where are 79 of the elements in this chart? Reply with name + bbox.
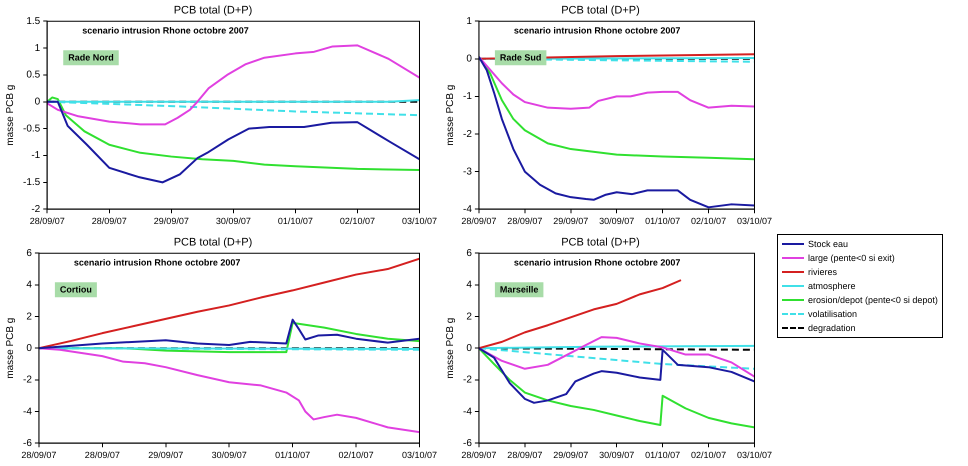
chart-title: PCB total (D+P) bbox=[174, 236, 252, 249]
x-tick-label: 03/10/07 bbox=[402, 216, 438, 226]
y-axis-title: masse PCB g bbox=[4, 84, 16, 146]
x-tick-label: 29/09/07 bbox=[154, 216, 189, 226]
y-tick-label: 0 bbox=[34, 96, 41, 108]
x-tick-label: 28/09/07 bbox=[21, 450, 56, 460]
legend-label: rivieres bbox=[808, 267, 838, 277]
x-tick-label: 28/09/07 bbox=[507, 450, 542, 460]
y-tick-label: -6 bbox=[462, 438, 472, 449]
y-tick-label: 1 bbox=[466, 16, 472, 27]
x-tick-label: 02/10/07 bbox=[691, 216, 726, 226]
y-tick-label: 6 bbox=[26, 248, 32, 259]
x-tick-label: 28/09/07 bbox=[84, 450, 120, 460]
x-tick-label: 02/10/07 bbox=[691, 450, 726, 460]
y-tick-label: -2 bbox=[22, 374, 32, 386]
y-axis-title: masse PCB g bbox=[444, 84, 456, 146]
y-tick-label: -1 bbox=[462, 91, 472, 102]
x-tick-label: 28/09/07 bbox=[507, 216, 542, 226]
y-tick-label: 1.5 bbox=[26, 16, 41, 27]
x-tick-label: 29/09/07 bbox=[553, 216, 588, 226]
x-tick-label: 30/09/07 bbox=[212, 450, 247, 460]
legend-label: volatilisation bbox=[808, 309, 858, 319]
legend-label: erosion/depot (pente<0 si depot) bbox=[808, 295, 938, 305]
y-tick-label: -4 bbox=[462, 406, 472, 418]
chart-title: PCB total (D+P) bbox=[174, 4, 252, 17]
y-tick-label: 4 bbox=[26, 280, 32, 291]
x-tick-label: 30/09/07 bbox=[599, 450, 634, 460]
y-tick-label: 6 bbox=[466, 248, 472, 259]
y-axis-title: masse PCB g bbox=[444, 318, 456, 379]
x-tick-label: 30/09/07 bbox=[599, 216, 634, 226]
legend-label: degradation bbox=[808, 323, 856, 333]
chart-title: PCB total (D+P) bbox=[561, 4, 640, 17]
chart-title: PCB total (D+P) bbox=[561, 236, 640, 249]
x-tick-label: 02/10/07 bbox=[340, 216, 375, 226]
legend-label: large (pente<0 si exit) bbox=[808, 253, 895, 263]
y-tick-label: 2 bbox=[26, 311, 32, 322]
y-tick-label: 0 bbox=[26, 342, 32, 354]
x-tick-label: 29/09/07 bbox=[148, 450, 184, 460]
y-tick-label: -4 bbox=[462, 204, 472, 215]
x-tick-label: 29/09/07 bbox=[553, 450, 588, 460]
annotation: scenario intrusion Rhone octobre 2007 bbox=[74, 258, 240, 268]
legend-label: Stock eau bbox=[808, 239, 848, 249]
legend-label: atmosphere bbox=[808, 281, 856, 291]
x-tick-label: 30/09/07 bbox=[216, 216, 251, 226]
y-tick-label: -3 bbox=[462, 166, 472, 178]
y-tick-label: 4 bbox=[466, 280, 472, 291]
y-axis-title: masse PCB g bbox=[4, 318, 16, 379]
y-tick-label: 0 bbox=[466, 54, 472, 65]
x-tick-label: 28/09/07 bbox=[461, 450, 496, 460]
annotation: Cortiou bbox=[60, 284, 92, 295]
annotation: Rade Sud bbox=[500, 52, 542, 63]
annotation: Marseille bbox=[500, 284, 538, 295]
x-tick-label: 28/09/07 bbox=[461, 216, 496, 226]
annotation: Rade Nord bbox=[68, 52, 114, 63]
y-tick-label: -1.5 bbox=[22, 177, 41, 188]
annotation: scenario intrusion Rhone octobre 2007 bbox=[82, 26, 249, 36]
x-tick-label: 01/10/07 bbox=[275, 450, 310, 460]
x-tick-label: 28/09/07 bbox=[92, 216, 127, 226]
x-tick-label: 03/10/07 bbox=[402, 450, 438, 460]
x-tick-label: 03/10/07 bbox=[736, 450, 772, 460]
y-tick-label: -2 bbox=[462, 374, 472, 386]
x-tick-label: 01/10/07 bbox=[278, 216, 313, 226]
y-tick-label: -6 bbox=[22, 438, 32, 449]
x-tick-label: 01/10/07 bbox=[645, 450, 680, 460]
x-tick-label: 02/10/07 bbox=[338, 450, 374, 460]
x-tick-label: 01/10/07 bbox=[645, 216, 680, 226]
annotation: scenario intrusion Rhone octobre 2007 bbox=[514, 258, 680, 268]
y-tick-label: -2 bbox=[31, 204, 41, 215]
y-tick-label: 0.5 bbox=[26, 70, 41, 81]
x-tick-label: 03/10/07 bbox=[736, 216, 772, 226]
y-tick-label: -0.5 bbox=[22, 123, 41, 134]
y-tick-label: 0 bbox=[466, 342, 472, 354]
annotation: scenario intrusion Rhone octobre 2007 bbox=[514, 26, 680, 36]
y-tick-label: -2 bbox=[462, 128, 472, 140]
x-tick-label: 28/09/07 bbox=[30, 216, 65, 226]
y-tick-label: -1 bbox=[31, 150, 41, 162]
y-tick-label: 2 bbox=[466, 311, 472, 322]
y-tick-label: -4 bbox=[22, 406, 32, 418]
y-tick-label: 1 bbox=[34, 42, 41, 54]
